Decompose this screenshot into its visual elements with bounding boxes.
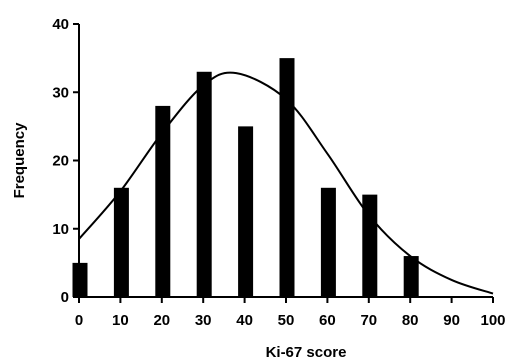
x-tick-label: 60 — [319, 312, 336, 329]
histogram-bar — [113, 187, 129, 297]
x-tick-label: 70 — [360, 312, 377, 329]
x-tick-label: 30 — [195, 312, 212, 329]
histogram-bar — [238, 126, 254, 297]
y-tick-label: 30 — [52, 84, 69, 101]
y-tick-label: 20 — [52, 153, 69, 170]
y-tick-label: 40 — [52, 16, 69, 33]
histogram-bar — [279, 58, 295, 297]
histogram-bar — [196, 71, 212, 298]
histogram-bar — [155, 105, 171, 298]
y-axis-title: Frequency — [11, 122, 28, 199]
x-tick-label: 20 — [153, 312, 170, 329]
y-axis: 0 10 20 30 40 — [52, 16, 80, 306]
bars — [72, 58, 419, 298]
normal-fit-curve — [78, 71, 494, 295]
x-tick-label: 50 — [278, 312, 295, 329]
histogram-bar — [320, 187, 336, 297]
x-axis-title: Ki-67 score — [266, 344, 347, 361]
x-tick-label: 80 — [402, 312, 419, 329]
x-tick-label: 40 — [236, 312, 253, 329]
y-tick-label: 10 — [52, 221, 69, 238]
x-tick-label: 90 — [443, 312, 460, 329]
x-axis: 0 10 20 30 40 50 60 70 80 90 100 — [75, 296, 506, 329]
x-tick-label: 100 — [480, 312, 505, 329]
histogram-bar — [403, 256, 419, 297]
x-tick-label: 0 — [75, 312, 83, 329]
histogram-bar — [72, 262, 88, 297]
y-tick-label: 0 — [61, 289, 69, 306]
x-tick-label: 10 — [112, 312, 129, 329]
